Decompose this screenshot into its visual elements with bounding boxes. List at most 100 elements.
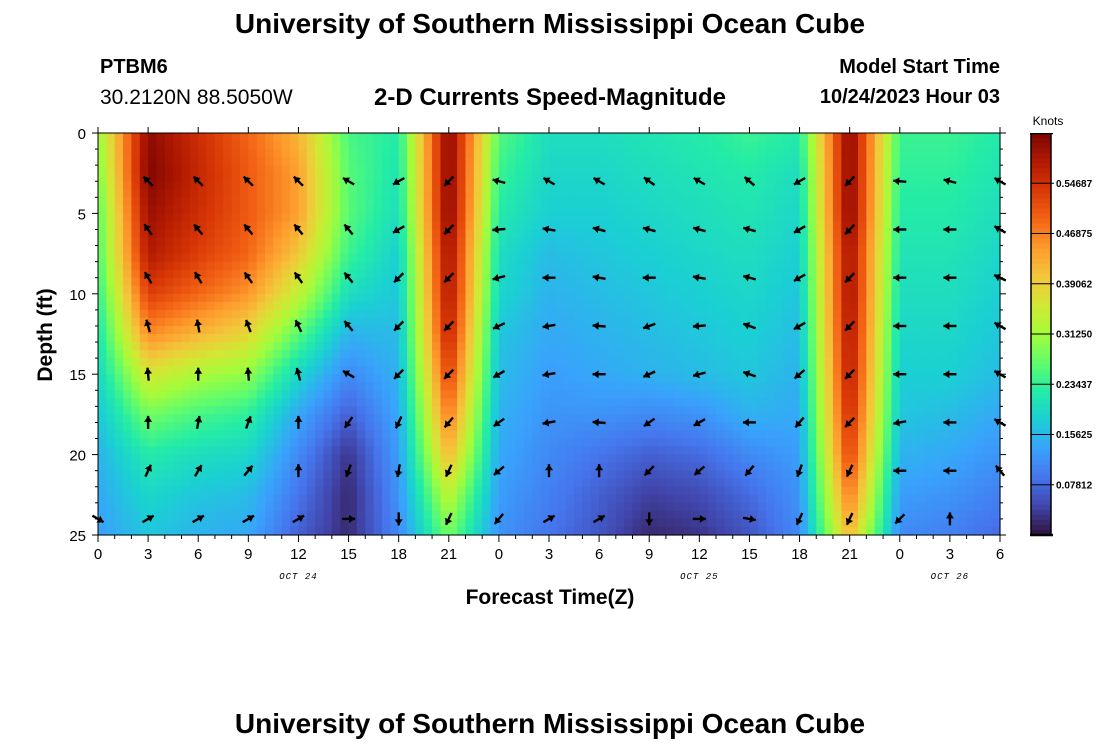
heatmap-cell: [858, 406, 867, 415]
heatmap-cell: [866, 414, 876, 424]
heatmap-cell: [373, 390, 383, 399]
heatmap-cell: [482, 221, 492, 231]
heatmap-cell: [490, 325, 500, 335]
heatmap-cell: [223, 157, 233, 166]
heatmap-cell: [156, 414, 166, 424]
heatmap-cell: [106, 285, 116, 295]
heatmap-cell: [799, 165, 809, 174]
heatmap-cell: [407, 213, 416, 223]
heatmap-cell: [156, 454, 166, 464]
heatmap-cell: [832, 197, 842, 206]
heatmap-cell: [791, 261, 801, 271]
heatmap-cell: [665, 245, 675, 255]
heatmap-cell: [381, 317, 391, 327]
heatmap-cell: [381, 462, 391, 472]
heatmap-cell: [265, 486, 274, 496]
heatmap-cell: [156, 229, 166, 239]
heatmap-cell: [807, 430, 817, 440]
heatmap-cell: [615, 406, 625, 415]
heatmap-cell: [640, 237, 650, 247]
heatmap-cell: [858, 470, 867, 480]
heatmap-cell: [549, 141, 558, 150]
heatmap-cell: [390, 205, 400, 214]
heatmap-cell: [373, 382, 383, 391]
heatmap-cell: [131, 189, 141, 198]
heatmap-cell: [398, 462, 408, 472]
heatmap-cell: [716, 325, 725, 335]
heatmap-cell: [732, 374, 742, 383]
heatmap-cell: [373, 149, 383, 158]
heatmap-cell: [674, 173, 684, 182]
heatmap-cell: [757, 221, 767, 231]
heatmap-cell: [774, 366, 784, 375]
heatmap-cell: [799, 301, 809, 311]
heatmap-cell: [849, 133, 859, 142]
heatmap-cell: [457, 358, 467, 367]
heatmap-cell: [281, 438, 291, 448]
heatmap-cell: [265, 454, 274, 464]
heatmap-cell: [574, 221, 584, 231]
heatmap-cell: [674, 133, 684, 142]
heatmap-cell: [899, 277, 909, 287]
heatmap-cell: [766, 229, 776, 239]
heatmap-cell: [724, 374, 734, 383]
heatmap-cell: [273, 374, 283, 383]
heatmap-cell: [749, 350, 759, 359]
heatmap-cell: [448, 470, 458, 480]
heatmap-cell: [331, 237, 341, 247]
heatmap-cell: [482, 446, 492, 456]
heatmap-cell: [540, 334, 550, 343]
heatmap-cell: [682, 494, 692, 504]
heatmap-cell: [365, 454, 375, 464]
heatmap-cell: [98, 317, 107, 327]
heatmap-cell: [373, 414, 383, 424]
heatmap-cell: [273, 470, 283, 480]
heatmap-cell: [315, 494, 325, 504]
heatmap-cell: [423, 366, 433, 375]
heatmap-cell: [858, 494, 867, 504]
heatmap-cell: [256, 374, 266, 383]
heatmap-cell: [615, 309, 625, 319]
heatmap-cell: [824, 301, 834, 311]
heatmap-cell: [523, 406, 533, 415]
heatmap-cell: [724, 478, 734, 488]
heatmap-cell: [123, 366, 133, 375]
heatmap-cell: [356, 205, 366, 214]
heatmap-cell: [248, 366, 258, 375]
heatmap-cell: [206, 213, 216, 223]
heatmap-cell: [908, 462, 918, 472]
heatmap-cell: [624, 213, 634, 223]
heatmap-cell: [256, 406, 266, 415]
heatmap-cell: [799, 390, 809, 399]
heatmap-cell: [323, 358, 333, 367]
heatmap-cell: [223, 173, 233, 182]
heatmap-cell: [958, 430, 968, 440]
heatmap-cell: [415, 221, 425, 231]
heatmap-cell: [415, 334, 425, 343]
heatmap-cell: [189, 293, 199, 303]
heatmap-cell: [732, 446, 742, 456]
heatmap-cell: [465, 374, 475, 383]
heatmap-cell: [933, 245, 943, 255]
heatmap-cell: [214, 277, 224, 287]
heatmap-cell: [265, 293, 274, 303]
heatmap-cell: [256, 438, 266, 448]
heatmap-cell: [565, 181, 575, 190]
heatmap-cell: [482, 309, 492, 319]
heatmap-cell: [398, 374, 408, 383]
heatmap-cell: [164, 470, 174, 480]
heatmap-cell: [306, 358, 316, 367]
heatmap-cell: [607, 261, 617, 271]
heatmap-cell: [816, 229, 826, 239]
heatmap-cell: [690, 149, 700, 158]
heatmap-cell: [189, 237, 199, 247]
heatmap-cell: [958, 438, 968, 448]
heatmap-cell: [315, 422, 325, 432]
heatmap-cell: [390, 293, 400, 303]
heatmap-cell: [156, 277, 166, 287]
heatmap-cell: [974, 494, 984, 504]
heatmap-cell: [432, 269, 442, 279]
heatmap-cell: [398, 350, 408, 359]
heatmap-cell: [482, 374, 492, 383]
heatmap-cell: [966, 390, 976, 399]
